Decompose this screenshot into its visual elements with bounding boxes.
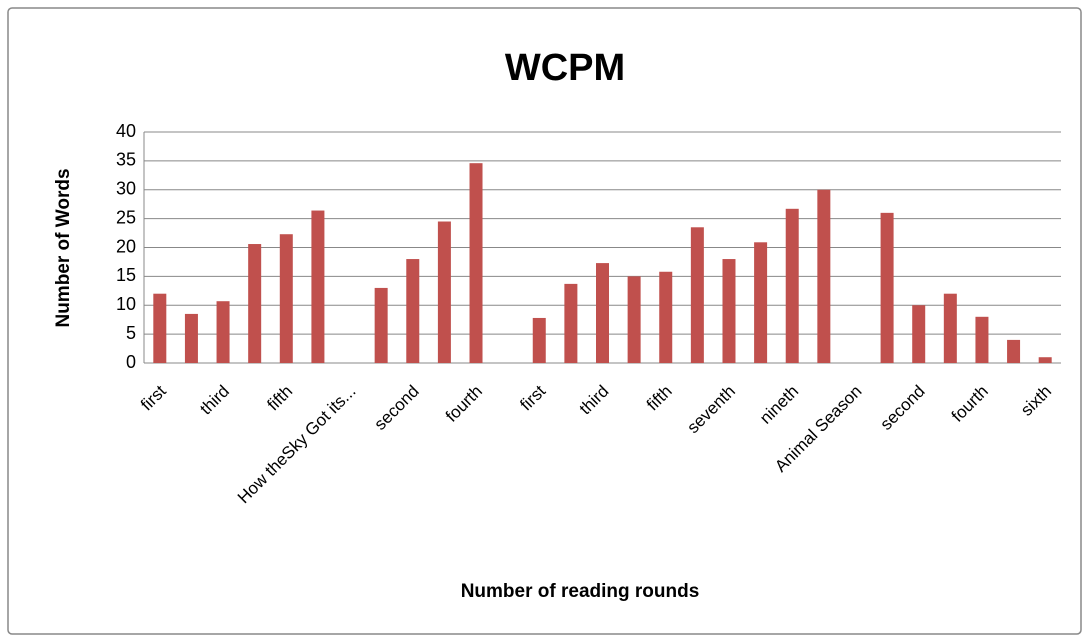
- bar: [627, 276, 641, 363]
- bar: [1007, 339, 1021, 363]
- y-tick-label: 20: [116, 236, 136, 256]
- y-tick-label: 35: [116, 150, 136, 170]
- y-tick-label: 5: [126, 323, 136, 343]
- bar: [817, 189, 831, 363]
- bar: [153, 293, 167, 363]
- bar: [912, 305, 926, 363]
- bar: [279, 234, 293, 363]
- bar: [1038, 357, 1052, 363]
- y-tick-label: 15: [116, 265, 136, 285]
- bar: [374, 287, 388, 363]
- bar: [469, 163, 483, 363]
- bar: [437, 221, 451, 363]
- bar: [216, 301, 230, 363]
- bar: [564, 283, 578, 363]
- bar: [754, 242, 768, 363]
- y-axis-label: Number of Words: [53, 168, 74, 327]
- x-axis-label: Number of reading rounds: [461, 581, 700, 602]
- y-tick-label: 30: [116, 179, 136, 199]
- bar: [532, 317, 546, 363]
- bar: [722, 259, 736, 363]
- bar: [880, 212, 894, 363]
- bar: [184, 313, 198, 363]
- bar: [690, 227, 704, 363]
- bar: [785, 208, 799, 363]
- bar: [248, 244, 262, 363]
- chart-title: WCPM: [505, 47, 625, 89]
- bar: [943, 293, 957, 363]
- y-tick-label: 25: [116, 207, 136, 227]
- bar: [311, 210, 325, 363]
- y-tick-label: 40: [116, 121, 136, 141]
- bar: [659, 271, 673, 363]
- bar: [596, 263, 609, 363]
- bar: [975, 316, 989, 363]
- y-tick-label: 10: [116, 294, 136, 314]
- bar: [406, 259, 420, 363]
- y-tick-label: 0: [126, 352, 136, 372]
